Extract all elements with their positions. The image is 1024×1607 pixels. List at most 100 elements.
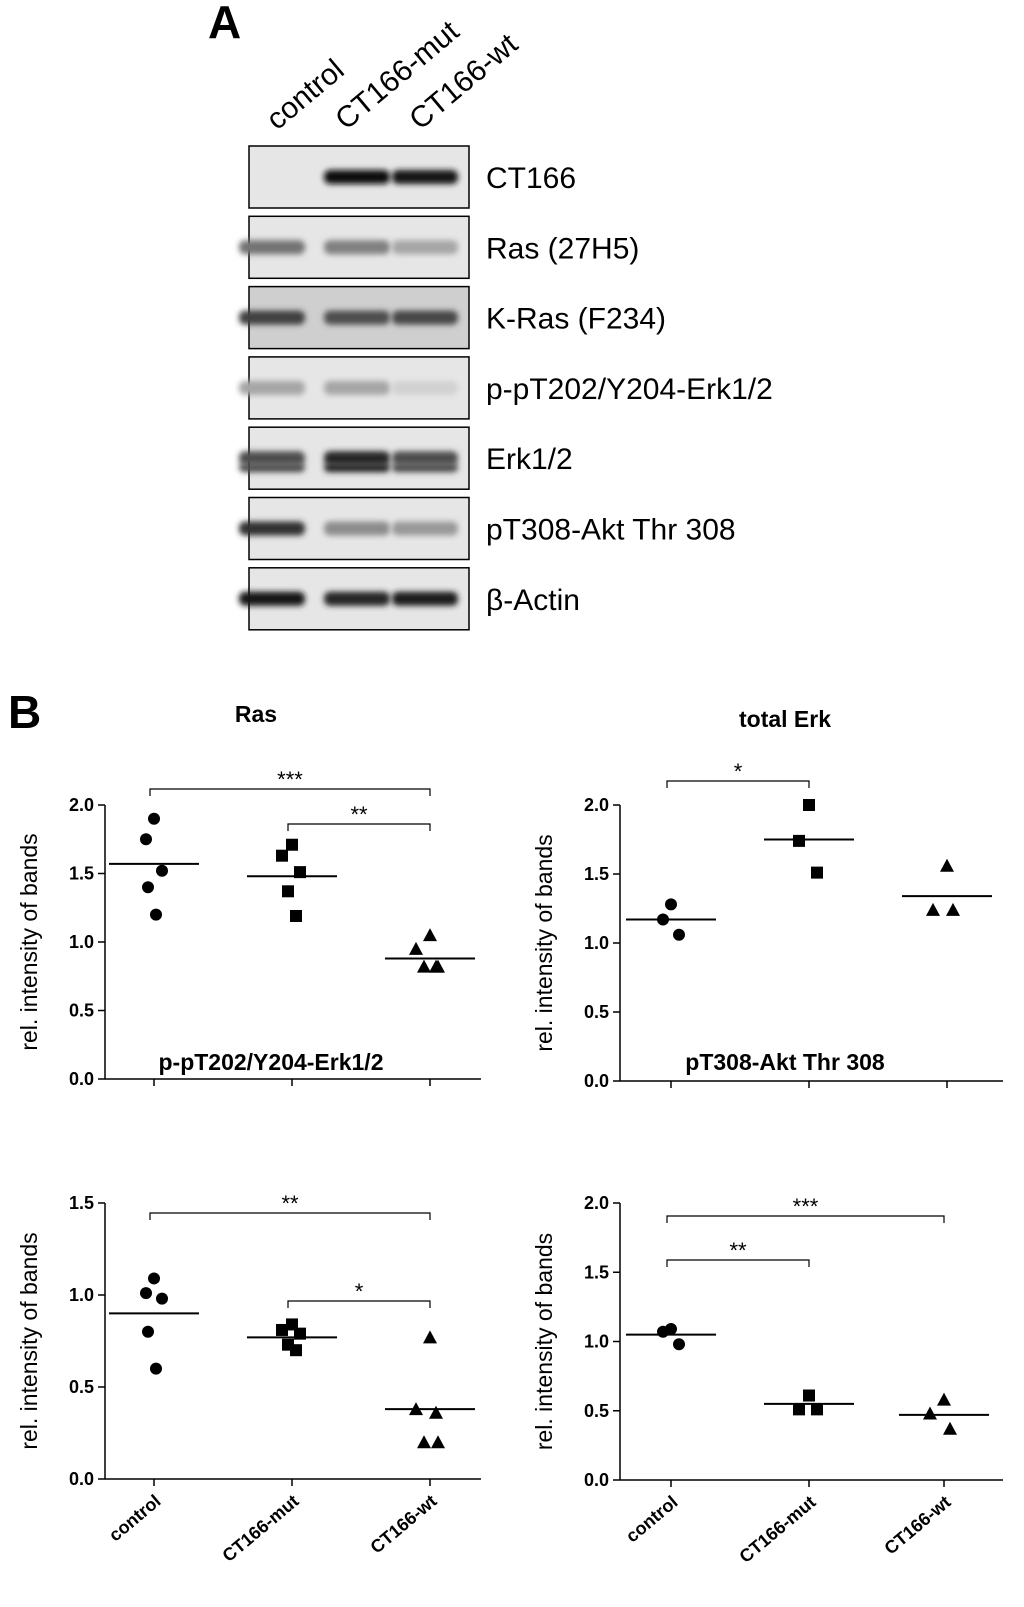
panel-label: A — [208, 0, 241, 48]
data-point — [803, 1389, 815, 1402]
blot-band — [324, 463, 390, 473]
data-point — [150, 1362, 162, 1375]
y-tick-label: 1.0 — [584, 1332, 609, 1352]
chart-title: Ras — [235, 701, 277, 727]
blot-band — [239, 463, 305, 473]
significance-bracket — [666, 1259, 810, 1267]
blot-band — [324, 170, 390, 184]
significance-label: * — [734, 759, 743, 784]
data-point — [943, 1421, 957, 1435]
data-point — [294, 866, 306, 879]
data-point — [803, 799, 815, 811]
blot-band — [239, 240, 305, 255]
y-tick-label: 1.0 — [69, 932, 94, 952]
chart-title: pT308-Akt Thr 308 — [685, 1049, 885, 1075]
blot-band — [324, 521, 390, 536]
data-point — [423, 1330, 437, 1344]
data-point — [290, 909, 302, 922]
chart-title: p-pT202/Y204-Erk1/2 — [158, 1049, 383, 1075]
blot-row-label: Erk1/2 — [486, 443, 573, 476]
significance-bracket — [149, 788, 431, 796]
blot-row-label: pT308-Akt Thr 308 — [486, 514, 736, 547]
data-point — [431, 1435, 445, 1449]
significance-label: *** — [277, 767, 303, 792]
significance-bracket — [149, 1212, 431, 1220]
blot-band — [324, 591, 390, 606]
blot-row-label: β-Actin — [486, 584, 580, 617]
blot-row-label: CT166 — [486, 162, 576, 195]
data-point — [142, 881, 154, 894]
data-point — [793, 1403, 805, 1416]
x-tick-label: CT166-wt — [366, 1491, 440, 1558]
x-tick-label: control — [622, 1492, 682, 1547]
blot-band — [392, 310, 458, 325]
data-point — [276, 849, 288, 862]
x-tick-label: CT166-mut — [735, 1492, 819, 1567]
data-point — [793, 834, 805, 847]
significance-label: ** — [729, 1238, 747, 1263]
y-tick-label: 0.0 — [69, 1469, 94, 1489]
data-point — [673, 928, 685, 941]
y-tick-label: 0.5 — [69, 1001, 94, 1021]
blot-band — [239, 521, 305, 536]
data-point — [937, 1392, 951, 1406]
panel-label: B — [8, 686, 41, 738]
data-point — [140, 1287, 152, 1300]
y-tick-label: 2.0 — [584, 1193, 609, 1213]
y-tick-label: 2.0 — [584, 795, 609, 815]
data-point — [923, 1406, 937, 1420]
data-point — [657, 1325, 669, 1338]
data-point — [286, 1318, 298, 1331]
y-tick-label: 1.5 — [69, 1193, 94, 1213]
data-point — [282, 885, 294, 898]
blot-band — [239, 310, 305, 325]
data-point — [946, 902, 960, 916]
x-tick-label: control — [105, 1491, 165, 1546]
data-point — [148, 1272, 160, 1285]
data-point — [811, 866, 823, 879]
y-tick-label: 2.0 — [69, 795, 94, 815]
data-point — [148, 812, 160, 825]
significance-bracket — [287, 823, 431, 831]
y-tick-label: 1.0 — [69, 1285, 94, 1305]
y-tick-label: 0.0 — [584, 1470, 609, 1490]
blot-row-label: K-Ras (F234) — [486, 303, 666, 336]
data-point — [417, 1435, 431, 1449]
data-point — [290, 1344, 302, 1357]
blot-band — [392, 463, 458, 473]
data-point — [940, 858, 954, 872]
x-tick-label: CT166-wt — [880, 1492, 954, 1559]
data-point — [142, 1325, 154, 1338]
y-axis-label: rel. intensity of bands — [16, 1232, 42, 1449]
data-point — [156, 1292, 168, 1305]
data-point — [673, 1338, 685, 1351]
significance-label: * — [355, 1279, 364, 1304]
lane-label: control — [260, 53, 350, 136]
y-tick-label: 0.5 — [69, 1377, 94, 1397]
blot-row-label: p-pT202/Y204-Erk1/2 — [486, 373, 773, 406]
blot-band — [324, 380, 390, 395]
blot-band — [392, 240, 458, 255]
significance-label: ** — [350, 802, 368, 827]
blot-band — [392, 521, 458, 536]
data-point — [811, 1403, 823, 1416]
blot-band — [392, 170, 458, 184]
data-point — [417, 959, 431, 973]
data-point — [665, 898, 677, 911]
significance-bracket — [666, 780, 810, 788]
data-point — [926, 902, 940, 916]
y-tick-label: 0.0 — [69, 1069, 94, 1089]
y-axis-label: rel. intensity of bands — [16, 833, 42, 1050]
blot-band — [392, 591, 458, 606]
x-tick-label: CT166-mut — [218, 1491, 302, 1566]
significance-bracket — [287, 1300, 431, 1308]
significance-label: ** — [281, 1191, 299, 1216]
blot-band — [324, 240, 390, 255]
data-point — [286, 838, 298, 851]
y-tick-label: 0.5 — [584, 1401, 609, 1421]
blot-band — [324, 310, 390, 325]
blot-band — [392, 380, 458, 395]
data-point — [156, 864, 168, 877]
significance-label: *** — [793, 1194, 819, 1219]
